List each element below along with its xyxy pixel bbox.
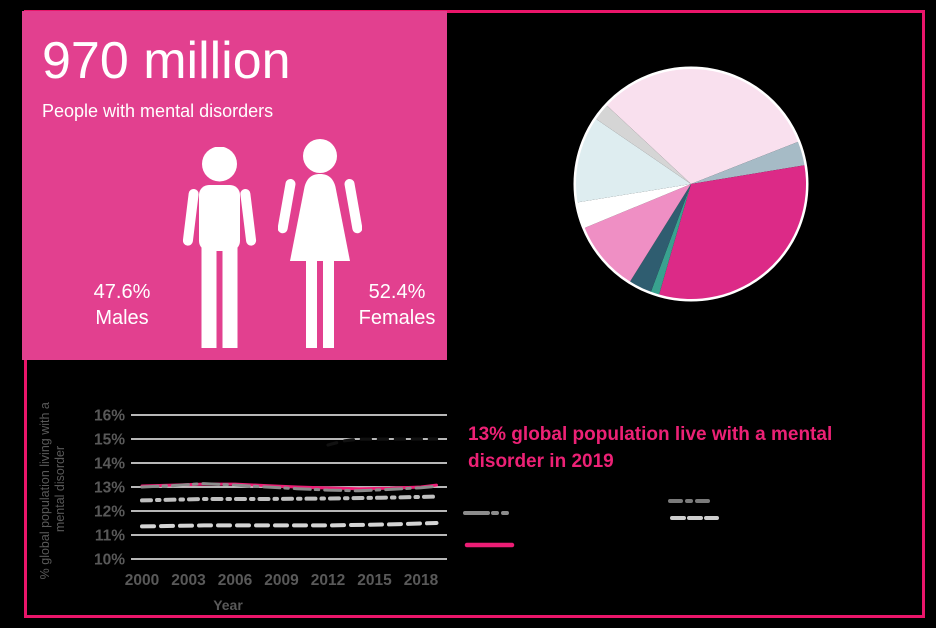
- male-percent: 47.6%: [93, 281, 151, 303]
- female-percent: 52.4%: [368, 281, 426, 303]
- headline: 970 million: [42, 32, 291, 90]
- female-label: Females: [358, 307, 436, 329]
- female-stat: 52.4% Females: [327, 279, 467, 331]
- female-icon: [278, 139, 362, 348]
- male-label: Males: [95, 307, 149, 329]
- male-stat: 47.6% Males: [52, 279, 192, 331]
- callout-text: 13% global population live with a mental…: [468, 424, 833, 472]
- card-subtitle: People with mental disorders: [42, 101, 274, 121]
- male-icon: [182, 147, 257, 348]
- stat-card: 970 million People with mental disorders: [22, 11, 447, 360]
